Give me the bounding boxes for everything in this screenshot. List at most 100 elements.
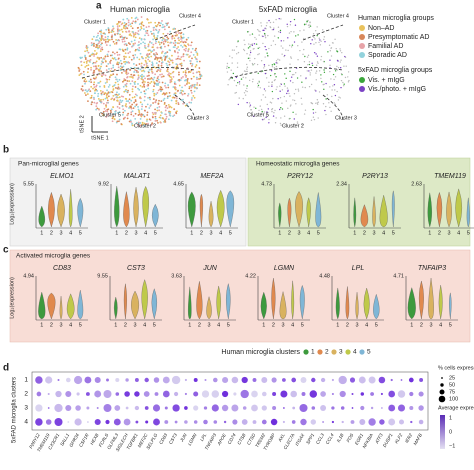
- cluster-outline: [229, 24, 344, 121]
- tsne-point: [235, 76, 238, 79]
- tsne-point: [132, 57, 135, 60]
- tsne-point: [141, 123, 144, 126]
- tsne-point: [295, 113, 297, 115]
- x-tick-label: 5: [375, 322, 378, 328]
- tsne-point: [310, 43, 312, 45]
- legend-swatch: [331, 349, 337, 355]
- dot: [144, 377, 149, 383]
- tsne-point: [319, 39, 321, 41]
- tsne-point: [259, 105, 261, 107]
- tsne-point: [329, 64, 331, 67]
- tsne-point: [307, 54, 310, 57]
- tsne-point: [140, 65, 143, 68]
- tsne-point: [316, 34, 318, 37]
- tsne-point: [275, 60, 278, 62]
- tsne-point: [157, 41, 160, 43]
- tsne-point: [113, 112, 116, 115]
- tsne-point: [116, 87, 119, 90]
- tsne-point: [79, 56, 82, 59]
- tsne-point: [268, 81, 270, 84]
- tsne-point: [132, 31, 134, 33]
- violin: [57, 193, 65, 228]
- violin: [208, 201, 214, 228]
- dot: [340, 406, 345, 410]
- x-tick-label: 5: [229, 230, 232, 236]
- violin: [216, 285, 221, 320]
- dot: [251, 404, 258, 412]
- dot: [103, 389, 112, 399]
- tsne-point: [160, 41, 163, 44]
- tsne-point: [140, 25, 142, 28]
- tsne-point: [167, 103, 170, 106]
- tsne-point: [267, 54, 269, 57]
- tsne-point: [336, 59, 339, 62]
- tsne-point: [119, 67, 122, 70]
- tsne-point: [313, 118, 316, 121]
- dot: [338, 375, 347, 385]
- tsne-point: [105, 101, 108, 104]
- x-tick-label: 4: [219, 230, 222, 236]
- tsne-point: [93, 96, 95, 99]
- tsne-point: [141, 57, 144, 60]
- tsne-point: [333, 102, 336, 104]
- tsne-point: [137, 114, 140, 116]
- tsne-point: [168, 95, 171, 98]
- tsne-point: [165, 117, 168, 120]
- y-max-label: 2.63: [411, 181, 422, 187]
- tsne-point: [288, 118, 290, 120]
- tsne-point: [119, 99, 122, 102]
- tsne-point: [340, 86, 342, 89]
- tsne-point: [140, 62, 143, 65]
- tsne-point: [138, 111, 141, 114]
- tsne-point: [93, 92, 96, 95]
- tsne-point: [158, 116, 161, 119]
- tsne-point: [256, 63, 259, 66]
- dot: [300, 377, 307, 383]
- tsne-point: [191, 97, 193, 99]
- dot: [368, 418, 376, 426]
- tsne-point: [279, 29, 282, 32]
- tsne-point: [190, 44, 192, 47]
- tsne-point: [115, 78, 118, 81]
- dot: [290, 390, 297, 398]
- tsne-point: [252, 48, 254, 50]
- tsne-point: [85, 45, 88, 47]
- tsne-point: [231, 77, 233, 79]
- tsne-point: [106, 99, 109, 102]
- violin: [226, 190, 235, 228]
- tsne-point: [131, 44, 134, 47]
- tsne-point: [313, 51, 316, 54]
- tsne-point: [279, 97, 282, 99]
- tsne-point: [86, 71, 89, 74]
- tsne-point: [268, 118, 270, 121]
- tsne-point: [325, 82, 327, 85]
- dot: [241, 376, 248, 384]
- tsne-point: [173, 93, 176, 96]
- tsne-point: [144, 46, 146, 49]
- tsne-point: [152, 38, 154, 41]
- tsne-point: [188, 101, 191, 104]
- tsne-point: [144, 30, 147, 32]
- tsne-point: [164, 106, 167, 109]
- tsne-point: [177, 55, 180, 58]
- tsne-point: [85, 60, 88, 63]
- tsne-point: [309, 24, 311, 26]
- tsne-point: [118, 103, 121, 105]
- tsne-point: [249, 60, 251, 62]
- tsne-point: [243, 49, 246, 52]
- dot: [35, 418, 43, 426]
- tsne-point: [125, 56, 127, 58]
- tsne-point: [140, 38, 143, 41]
- tsne-point: [345, 65, 347, 67]
- tsne-point: [123, 58, 126, 60]
- tsne-point: [98, 108, 100, 111]
- tsne-point: [133, 39, 136, 42]
- dot: [400, 379, 403, 381]
- tsne-point: [130, 16, 133, 19]
- tsne-point: [157, 21, 160, 24]
- tsne-point: [144, 66, 147, 69]
- tsne-point: [246, 90, 248, 93]
- tsne-point: [262, 42, 264, 45]
- tsne-point: [263, 118, 266, 120]
- tsne-point: [266, 103, 268, 106]
